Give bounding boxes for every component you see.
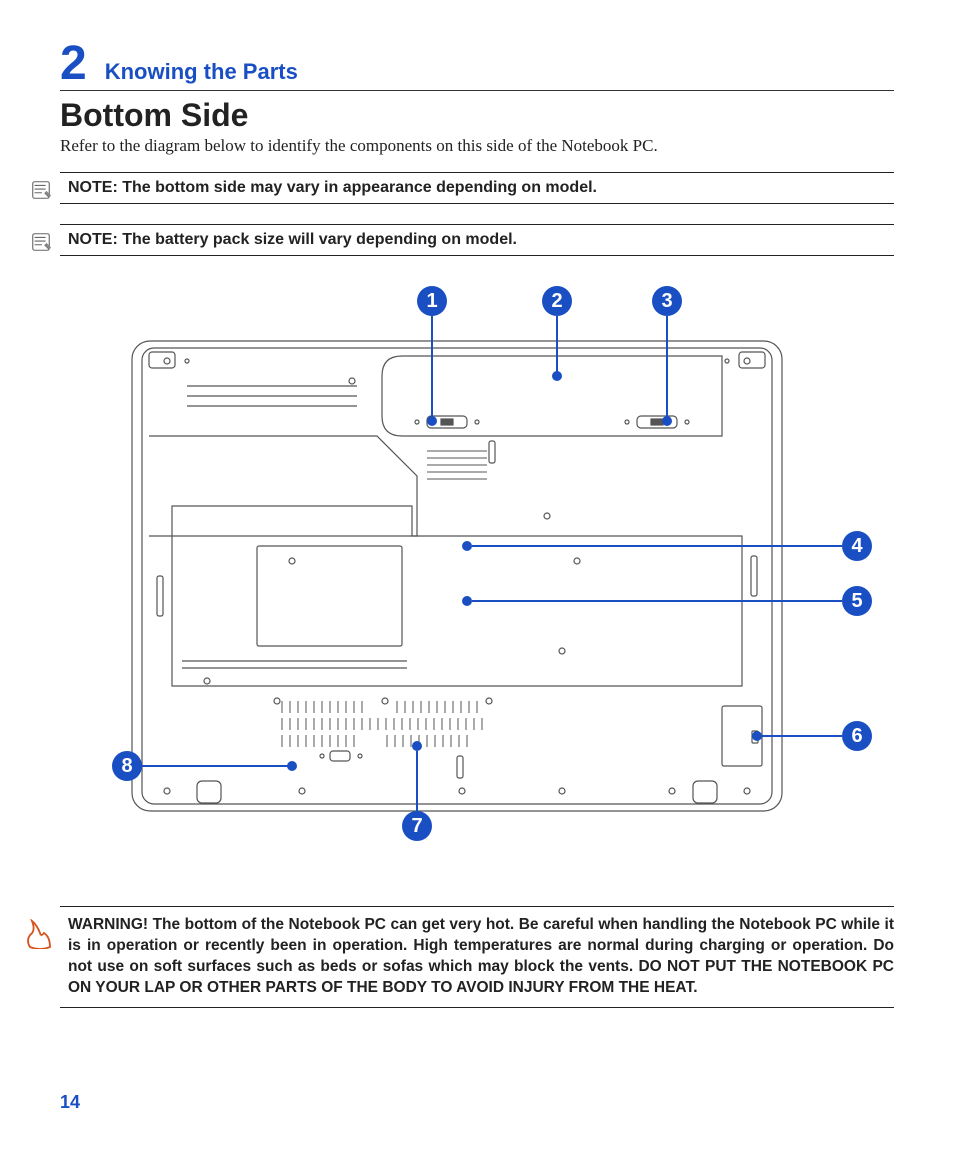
intro-text: Refer to the diagram below to identify t… bbox=[60, 136, 894, 156]
chapter-header: 2 Knowing the Parts bbox=[60, 40, 894, 91]
callout-5: 5 bbox=[842, 586, 872, 616]
note-1: NOTE: The bottom side may vary in appear… bbox=[60, 172, 894, 204]
note-2: NOTE: The battery pack size will vary de… bbox=[60, 224, 894, 256]
callout-7: 7 bbox=[402, 811, 432, 841]
laptop-bottom-diagram bbox=[127, 336, 787, 816]
note-text-1: NOTE: The bottom side may vary in appear… bbox=[60, 179, 894, 197]
chapter-title: Knowing the Parts bbox=[105, 59, 298, 85]
section-title: Bottom Side bbox=[60, 97, 894, 134]
callout-6: 6 bbox=[842, 721, 872, 751]
callout-2: 2 bbox=[542, 286, 572, 316]
warning-block: WARNING! The bottom of the Notebook PC c… bbox=[60, 906, 894, 1008]
note-icon bbox=[30, 179, 52, 201]
callout-3: 3 bbox=[652, 286, 682, 316]
diagram-area: 1 2 3 4 5 6 7 8 bbox=[97, 276, 857, 846]
hot-surface-icon bbox=[26, 919, 54, 949]
warning-text: WARNING! The bottom of the Notebook PC c… bbox=[60, 915, 894, 999]
note-icon bbox=[30, 231, 52, 253]
callout-8: 8 bbox=[112, 751, 142, 781]
note-text-2: NOTE: The battery pack size will vary de… bbox=[60, 231, 894, 249]
callout-1: 1 bbox=[417, 286, 447, 316]
callout-4: 4 bbox=[842, 531, 872, 561]
chapter-number: 2 bbox=[60, 40, 87, 88]
page-number: 14 bbox=[60, 1092, 80, 1113]
